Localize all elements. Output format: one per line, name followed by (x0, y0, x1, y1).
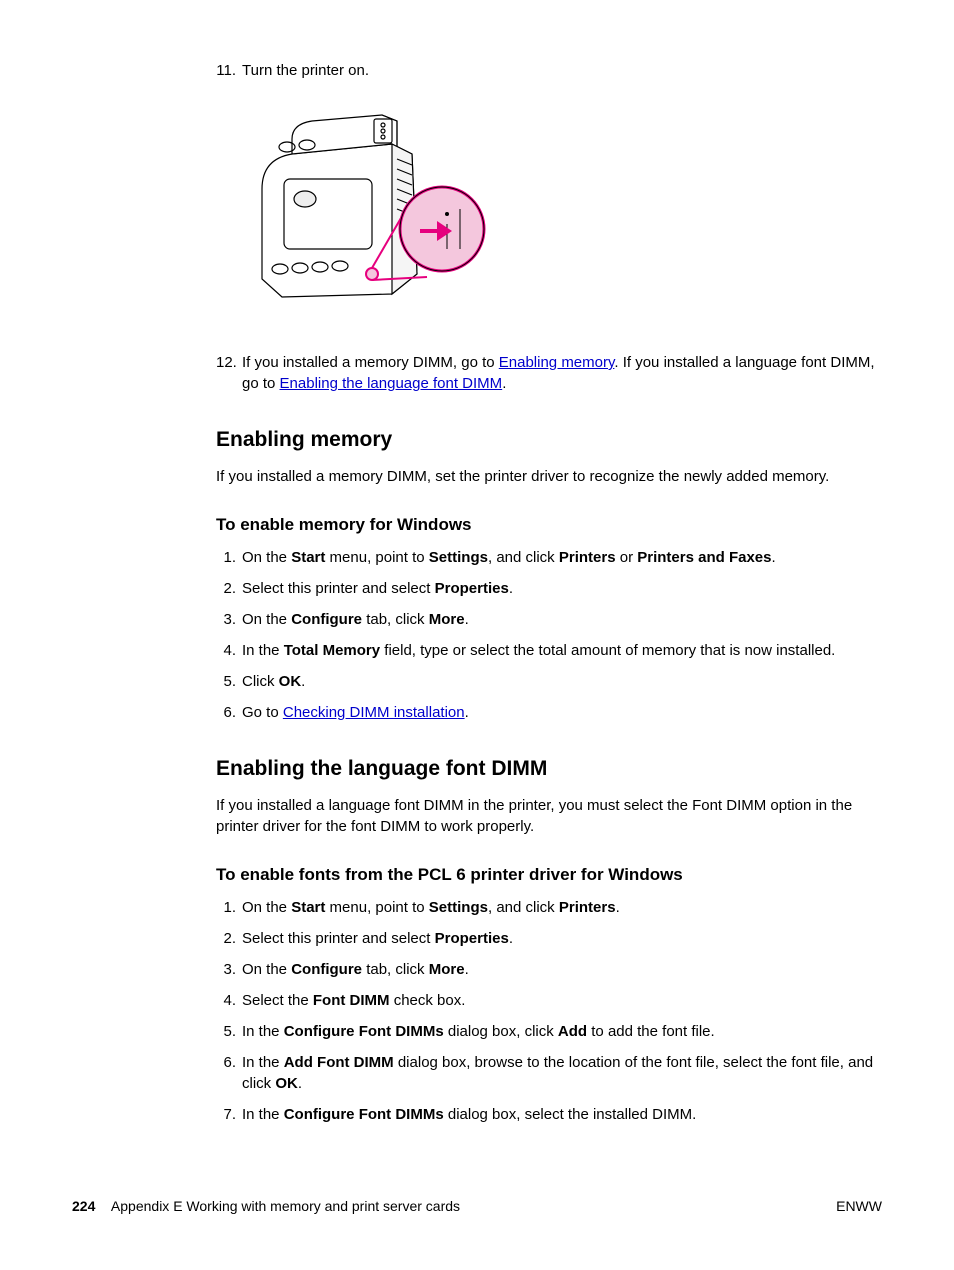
step-text: In the Total Memory field, type or selec… (242, 640, 882, 661)
list-item: 3.On the Configure tab, click More. (216, 959, 882, 980)
bold-term: More (429, 961, 465, 978)
bold-term: OK (275, 1075, 298, 1092)
bold-term: Configure Font DIMMs (284, 1023, 444, 1040)
list-item: 2.Select this printer and select Propert… (216, 578, 882, 599)
bold-term: Add (558, 1023, 587, 1040)
printer-illustration (242, 99, 882, 324)
step-text: Click OK. (242, 671, 882, 692)
bold-term: Add Font DIMM (284, 1054, 394, 1071)
step-text: In the Configure Font DIMMs dialog box, … (242, 1104, 882, 1125)
bold-term: Font DIMM (313, 992, 390, 1009)
bold-term: OK (279, 673, 302, 690)
text: . (502, 375, 506, 392)
heading-enabling-memory: Enabling memory (216, 428, 882, 452)
page-footer: 224 Appendix E Working with memory and p… (72, 1198, 882, 1214)
step-number: 5. (216, 671, 242, 692)
bold-term: Printers and Faxes (637, 549, 771, 566)
list-item: 3.On the Configure tab, click More. (216, 609, 882, 630)
appendix-title: Appendix E Working with memory and print… (111, 1198, 460, 1214)
list-item: 6.Go to Checking DIMM installation. (216, 702, 882, 723)
para-language-font-intro: If you installed a language font DIMM in… (216, 795, 882, 837)
heading-enable-fonts-pcl6: To enable fonts from the PCL 6 printer d… (216, 865, 882, 885)
step-12: 12. If you installed a memory DIMM, go t… (216, 352, 882, 394)
list-item: 1.On the Start menu, point to Settings, … (216, 897, 882, 918)
list-item: 6.In the Add Font DIMM dialog box, brows… (216, 1052, 882, 1094)
bold-term: Configure (291, 961, 362, 978)
bold-term: Total Memory (284, 642, 380, 659)
step-text: Select this printer and select Propertie… (242, 928, 882, 949)
step-number: 1. (216, 547, 242, 568)
link-enabling-language-font-dimm[interactable]: Enabling the language font DIMM (280, 375, 503, 392)
step-text: If you installed a memory DIMM, go to En… (242, 352, 882, 394)
list-item: 7.In the Configure Font DIMMs dialog box… (216, 1104, 882, 1125)
step-number: 3. (216, 959, 242, 980)
doc-link[interactable]: Checking DIMM installation (283, 704, 465, 721)
step-number: 4. (216, 990, 242, 1011)
step-text: In the Add Font DIMM dialog box, browse … (242, 1052, 882, 1094)
step-text: On the Start menu, point to Settings, an… (242, 897, 882, 918)
step-11: 11. Turn the printer on. (216, 60, 882, 81)
bold-term: Start (291, 899, 325, 916)
bold-term: Start (291, 549, 325, 566)
step-number: 11. (216, 60, 242, 81)
step-text: On the Configure tab, click More. (242, 609, 882, 630)
list-item: 1.On the Start menu, point to Settings, … (216, 547, 882, 568)
step-number: 5. (216, 1021, 242, 1042)
step-text: On the Configure tab, click More. (242, 959, 882, 980)
steps-enable-fonts: 1.On the Start menu, point to Settings, … (216, 897, 882, 1125)
bold-term: Configure (291, 611, 362, 628)
step-number: 2. (216, 928, 242, 949)
step-text: Turn the printer on. (242, 60, 882, 81)
step-number: 6. (216, 1052, 242, 1094)
para-enabling-memory-intro: If you installed a memory DIMM, set the … (216, 466, 882, 487)
bold-term: Settings (429, 549, 488, 566)
step-text: On the Start menu, point to Settings, an… (242, 547, 882, 568)
step-number: 12. (216, 352, 242, 394)
list-item: 5.In the Configure Font DIMMs dialog box… (216, 1021, 882, 1042)
heading-enable-memory-windows: To enable memory for Windows (216, 515, 882, 535)
list-item: 4.Select the Font DIMM check box. (216, 990, 882, 1011)
bold-term: More (429, 611, 465, 628)
footer-left: 224 Appendix E Working with memory and p… (72, 1198, 460, 1214)
text: If you installed a memory DIMM, go to (242, 354, 499, 371)
heading-enabling-language-font-dimm: Enabling the language font DIMM (216, 757, 882, 781)
footer-right: ENWW (836, 1198, 882, 1214)
step-text: Select the Font DIMM check box. (242, 990, 882, 1011)
step-text: In the Configure Font DIMMs dialog box, … (242, 1021, 882, 1042)
steps-enable-memory: 1.On the Start menu, point to Settings, … (216, 547, 882, 723)
step-number: 3. (216, 609, 242, 630)
step-number: 7. (216, 1104, 242, 1125)
bold-term: Printers (559, 549, 616, 566)
step-text: Select this printer and select Propertie… (242, 578, 882, 599)
page-number: 224 (72, 1198, 95, 1214)
list-item: 2.Select this printer and select Propert… (216, 928, 882, 949)
list-item: 5.Click OK. (216, 671, 882, 692)
page-content: 11. Turn the printer on. (72, 60, 882, 1125)
step-number: 1. (216, 897, 242, 918)
bold-term: Properties (435, 580, 509, 597)
step-number: 4. (216, 640, 242, 661)
list-item: 4.In the Total Memory field, type or sel… (216, 640, 882, 661)
bold-term: Properties (435, 930, 509, 947)
step-text: Go to Checking DIMM installation. (242, 702, 882, 723)
bold-term: Printers (559, 899, 616, 916)
bold-term: Configure Font DIMMs (284, 1106, 444, 1123)
step-number: 2. (216, 578, 242, 599)
bold-term: Settings (429, 899, 488, 916)
step-number: 6. (216, 702, 242, 723)
link-enabling-memory[interactable]: Enabling memory (499, 354, 615, 371)
